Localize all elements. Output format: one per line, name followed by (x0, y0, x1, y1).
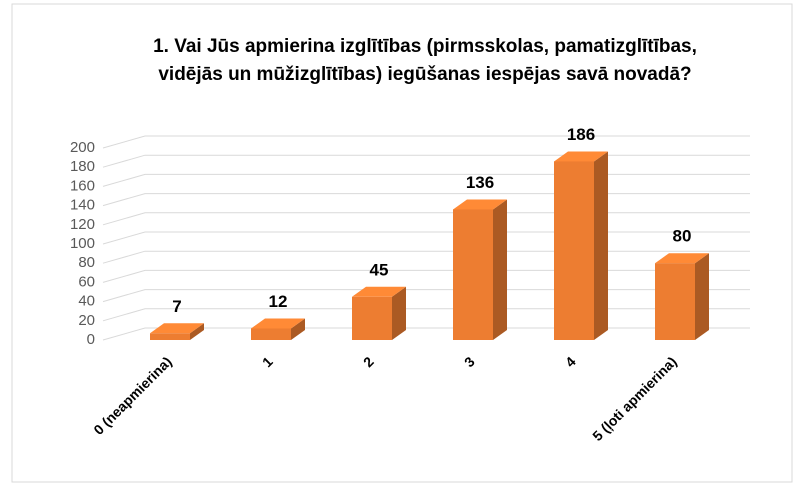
grid-line (102, 289, 750, 303)
y-tick-label: 80 (78, 254, 95, 271)
bar-top (655, 253, 709, 264)
bar (251, 328, 291, 340)
grid-line (102, 269, 750, 283)
y-tick-label: 100 (70, 235, 95, 252)
bar-top (251, 318, 305, 329)
y-tick-label: 140 (70, 197, 95, 214)
bar (150, 333, 190, 340)
bar-side (493, 199, 507, 340)
bar-side (392, 286, 406, 340)
bar-side (695, 253, 709, 340)
grid-line (102, 308, 750, 322)
bar-top (150, 323, 204, 334)
bar-top (352, 286, 406, 297)
chart-title: vidējās un mūžizglītības) iegūšanas iesp… (158, 64, 691, 85)
bar (554, 161, 594, 340)
data-label: 12 (269, 292, 288, 311)
y-tick-label: 20 (78, 312, 95, 329)
y-tick-label: 160 (70, 177, 95, 194)
grid-line (102, 154, 750, 168)
bar-top (453, 199, 507, 210)
bar-top (554, 151, 608, 162)
y-tick-label: 60 (78, 273, 95, 290)
grid-line (102, 173, 750, 187)
bar (655, 263, 695, 340)
data-label: 80 (673, 227, 692, 246)
y-tick-label: 40 (78, 293, 95, 310)
data-label: 7 (172, 297, 181, 316)
grid-line (102, 250, 750, 264)
bar-side (190, 323, 204, 340)
bar (352, 296, 392, 340)
data-label: 45 (370, 260, 389, 279)
chart-frame (11, 3, 793, 483)
bar-side (594, 151, 608, 340)
grid-line (102, 135, 750, 149)
grid-line (102, 193, 750, 207)
y-tick-label: 120 (70, 216, 95, 233)
data-label: 136 (466, 173, 494, 192)
y-tick-label: 0 (87, 331, 95, 348)
grid-line (102, 231, 750, 245)
bar (453, 209, 493, 340)
grid-line (102, 327, 750, 341)
y-tick-label: 200 (70, 139, 95, 156)
y-tick-label: 180 (70, 158, 95, 175)
bar-side (291, 318, 305, 340)
grid-line (102, 212, 750, 226)
chart-title: 1. Vai Jūs apmierina izglītības (pirmssk… (153, 36, 697, 57)
data-label: 186 (567, 125, 595, 144)
